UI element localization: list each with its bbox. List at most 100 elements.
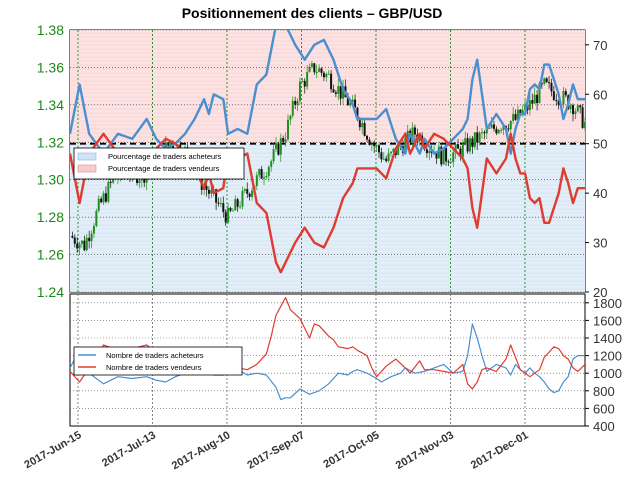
legend-box [73,346,243,376]
candle-body [579,105,582,108]
candle-body [404,137,407,153]
candle-body [318,68,321,72]
candle-body [459,148,462,158]
candle-body [327,73,330,75]
candle-body [349,102,352,106]
legend-label-acheteurs: Pourcentage de traders acheteurs [108,152,222,161]
candle-body [265,176,268,178]
candle-body [418,135,421,142]
candle-body [481,132,483,134]
legend-box [73,147,245,180]
candle-body [380,152,383,160]
candle-body [516,109,519,120]
candle-body [437,146,440,159]
date-tick-label: 2017-Nov-03 [394,429,456,472]
candle-body [342,86,345,99]
candle-body [284,139,287,142]
candle-body [90,233,93,242]
candle-body [258,169,261,176]
candle-body [406,130,409,138]
candle-body [538,83,541,104]
count-tick-label: 1600 [593,313,622,328]
date-tick-label: 2017-Jul-13 [100,429,158,469]
candle-body [485,128,488,134]
candle-body [109,181,112,183]
candle-body [97,198,100,211]
candle-body [483,132,486,134]
date-tick-label: 2017-Jun-15 [22,429,83,471]
candle-body [229,207,232,211]
candle-body [251,190,254,197]
candle-body [267,167,270,177]
price-tick-label: 1.28 [37,209,64,225]
candle-body [291,100,294,116]
series-line-acheteurs [70,30,585,155]
candle-body [392,148,395,152]
candle-body [562,91,565,105]
candle-body [260,169,263,179]
candle-body [330,73,333,90]
legend-swatch-vendeurs [77,164,97,173]
date-axis: 2017-Jun-15 2017-Jul-13 2017-Aug-10 2017-Se… [22,429,530,472]
candle-body [298,81,301,101]
price-grid [70,30,585,292]
candle-body [584,122,585,128]
candle-body [334,92,337,94]
candle-body [241,190,244,207]
count-tick-label: 1000 [593,366,622,381]
candle-body [370,143,373,145]
candle-body [73,237,76,244]
candle-body [512,114,515,121]
candle-body [313,63,316,73]
candle-body [306,72,309,87]
candle-body [92,226,95,234]
candle-body [368,139,371,145]
candle-body [83,240,86,251]
candle-body [445,147,448,162]
count-tick-label: 600 [593,401,615,416]
percent-axis: 20 30 40 50 60 70 [585,38,607,300]
candle-body [303,80,306,87]
candle-body [502,125,505,130]
candle-body [354,99,357,108]
candle-body [255,175,258,187]
date-tick-label: 2017-Sep-07 [245,429,307,472]
candle-body [500,129,503,131]
candle-body [207,189,210,194]
candle-body [315,71,318,73]
candle-body [464,138,467,144]
candle-body [277,143,280,155]
candle-body [88,237,91,242]
candle-body [581,107,584,128]
candle-body [495,128,498,134]
candle-body [490,124,493,128]
price-tick-label: 1.38 [37,22,64,38]
candle-body [356,107,359,119]
candle-body [169,142,172,146]
candle-body [557,100,560,105]
candle-body [289,115,292,120]
candle-body [564,91,567,96]
candle-body [514,114,517,120]
candle-body [466,138,469,152]
price-panel: 1.24 1.26 1.28 1.30 1.32 1.34 1.36 1.38 20 30 40 5… [37,22,608,300]
candle-body [107,181,110,202]
candle-body [492,124,495,129]
count-tick-label: 400 [593,419,615,434]
candle-body [102,193,105,203]
candle-body [531,100,534,104]
candle-body [461,143,464,158]
count-tick-label: 800 [593,384,615,399]
candle-body [488,127,491,129]
candle-body [447,161,450,163]
candle-body [227,207,230,223]
candle-body [325,73,328,78]
candle-body [322,72,325,78]
candle-body [519,109,522,116]
price-tick-label: 1.26 [37,247,64,263]
candle-body [215,189,218,203]
candle-body [555,99,558,101]
candle-body [363,122,366,136]
candle-body [476,132,479,143]
